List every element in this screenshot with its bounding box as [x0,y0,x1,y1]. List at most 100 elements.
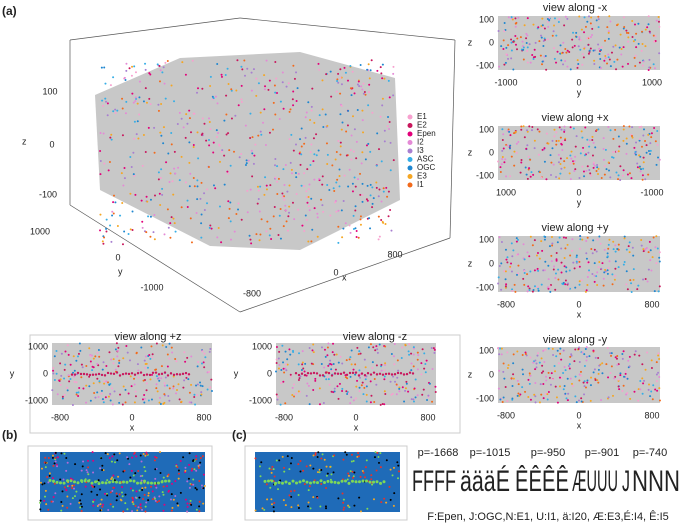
point [346,124,349,127]
point [602,137,605,140]
point [563,385,566,388]
point [558,126,561,129]
point [314,379,317,382]
point [636,288,639,291]
point [546,38,549,41]
point [555,176,558,179]
point [66,479,69,483]
point [514,25,517,28]
point [505,53,508,56]
point [359,215,362,218]
point [229,164,232,167]
point [110,477,113,480]
point [506,261,509,264]
point [590,248,593,251]
point [359,218,362,221]
point [141,398,144,401]
point [166,374,170,377]
point [348,224,351,227]
point [209,75,212,78]
point [189,217,192,220]
point [644,368,647,371]
point [382,480,386,484]
point [344,479,347,483]
point [650,390,653,393]
point [200,393,203,396]
point [249,238,252,241]
point [216,102,219,105]
point [371,367,374,370]
point [564,59,567,62]
point [44,466,47,469]
point [391,474,394,477]
point [597,266,600,269]
point [538,361,541,364]
point [564,279,567,282]
point [334,201,337,204]
point [658,25,661,28]
point [565,266,568,269]
point [542,26,545,29]
point [654,246,657,249]
point [208,144,211,147]
point [649,153,652,156]
point [275,358,278,361]
point [145,389,148,392]
point [117,350,120,353]
point [335,90,338,93]
point [510,49,513,52]
point [582,146,585,149]
point [365,198,368,201]
point [512,373,515,376]
point [105,227,108,230]
point [214,187,217,190]
point [645,151,648,154]
point [606,26,609,29]
point [337,241,340,244]
point [375,364,378,367]
point [209,224,212,227]
point [196,394,199,397]
x-tick-label: 0 [353,412,358,422]
point [515,240,518,243]
point [566,282,569,285]
point [654,35,657,38]
point [244,124,247,127]
point [144,470,147,473]
point [303,373,307,377]
point [390,229,393,232]
point [294,372,298,375]
point [592,166,595,169]
point [499,170,502,173]
point [190,241,193,244]
point [560,52,563,55]
point [497,276,500,279]
point [183,351,186,354]
point [161,491,164,494]
point [170,498,173,501]
point [379,403,382,406]
point [156,390,159,393]
point [564,247,567,250]
point [375,373,379,376]
point [368,217,371,220]
point [318,114,321,117]
point [380,501,383,504]
point [273,475,276,478]
point [574,168,577,171]
point [276,192,279,195]
point [369,150,372,153]
point [393,373,397,376]
point [288,184,291,187]
p-label: p=-901 [585,447,620,459]
point [577,347,580,350]
y-tick-label: -1000 [140,282,163,292]
point [107,169,110,172]
point [424,363,427,366]
point [316,235,319,238]
point [539,383,542,386]
point [354,397,357,400]
point [146,366,149,369]
point [186,502,189,505]
point [526,17,529,20]
